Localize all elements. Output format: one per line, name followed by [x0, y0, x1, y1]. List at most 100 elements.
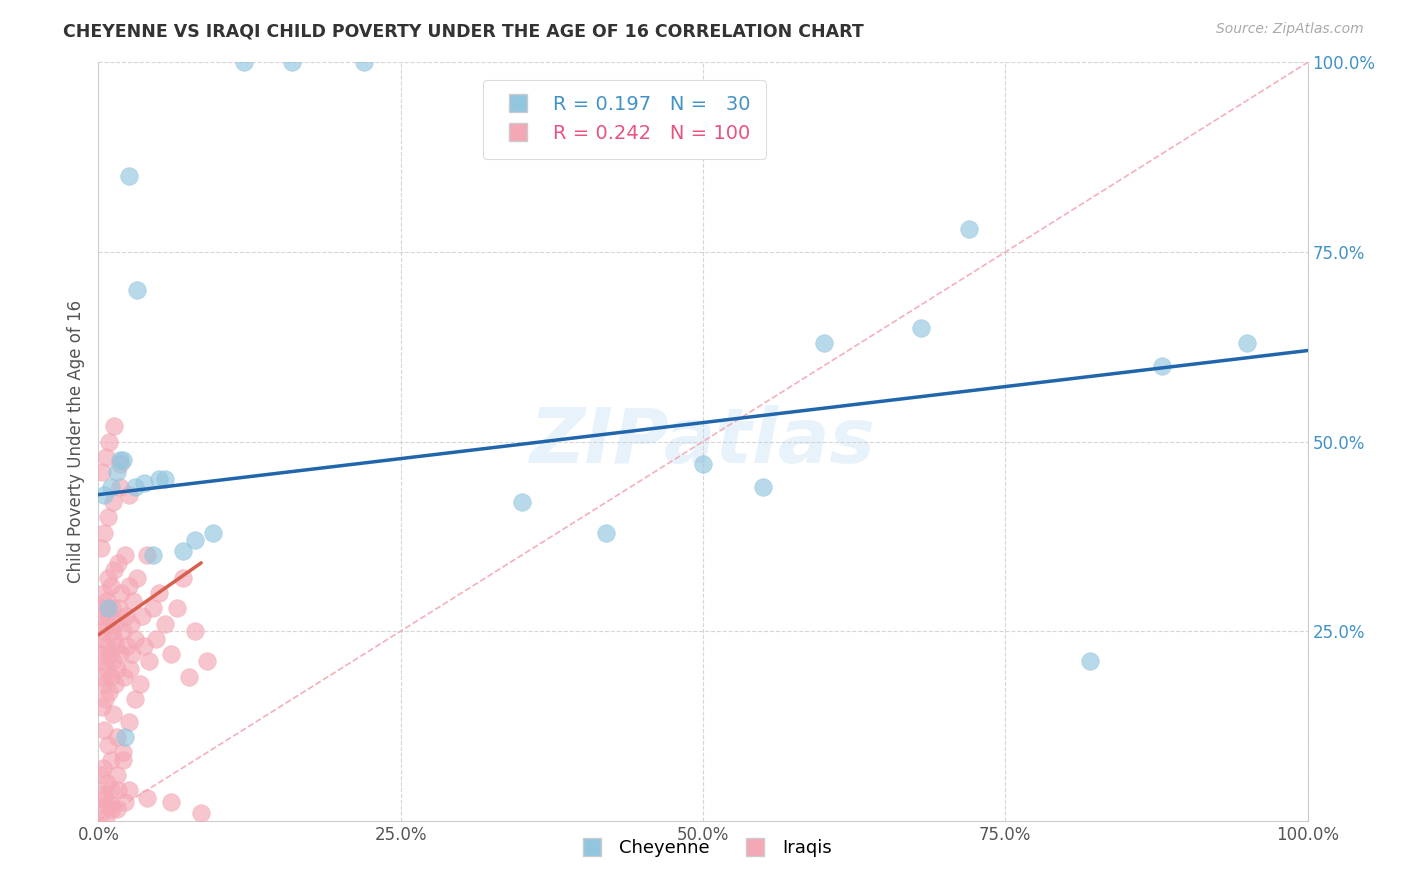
Point	[100, 783, 122, 797]
Point	[100, 802, 122, 816]
Point	[94, 810, 117, 824]
Point	[117, 639, 139, 653]
Point	[353, 55, 375, 70]
Point	[98, 608, 121, 623]
Point	[97, 601, 120, 615]
Point	[195, 655, 218, 669]
Point	[96, 776, 118, 790]
Point	[93, 487, 115, 501]
Point	[108, 457, 131, 471]
Point	[190, 806, 212, 821]
Point	[232, 55, 254, 70]
Point	[111, 746, 134, 760]
Point	[105, 768, 128, 782]
Text: CHEYENNE VS IRAQI CHILD POVERTY UNDER THE AGE OF 16 CORRELATION CHART: CHEYENNE VS IRAQI CHILD POVERTY UNDER TH…	[63, 22, 865, 40]
Point	[90, 541, 112, 555]
Point	[96, 639, 118, 653]
Point	[100, 753, 122, 767]
Point	[101, 495, 124, 509]
Point	[96, 594, 118, 608]
Point	[91, 787, 114, 801]
Point	[91, 655, 114, 669]
Point	[107, 783, 129, 797]
Y-axis label: Child Poverty Under the Age of 16: Child Poverty Under the Age of 16	[66, 300, 84, 583]
Point	[103, 564, 125, 578]
Point	[1078, 655, 1101, 669]
Point	[134, 476, 156, 491]
Point	[172, 544, 194, 558]
Point	[281, 55, 304, 70]
Point	[957, 222, 980, 236]
Point	[91, 760, 114, 774]
Point	[103, 419, 125, 434]
Point	[128, 677, 150, 691]
Point	[118, 783, 141, 797]
Point	[108, 453, 131, 467]
Point	[89, 632, 111, 646]
Legend: Cheyenne, Iraqis: Cheyenne, Iraqis	[567, 832, 839, 864]
Point	[112, 669, 135, 683]
Point	[111, 624, 134, 639]
Point	[101, 601, 124, 615]
Point	[89, 608, 111, 623]
Point	[100, 579, 122, 593]
Point	[145, 632, 167, 646]
Point	[160, 647, 183, 661]
Point	[1236, 335, 1258, 350]
Point	[111, 753, 134, 767]
Point	[118, 487, 141, 501]
Point	[142, 548, 165, 563]
Point	[114, 795, 136, 809]
Point	[93, 677, 115, 691]
Point	[153, 616, 176, 631]
Point	[813, 335, 835, 350]
Point	[90, 806, 112, 821]
Point	[135, 791, 157, 805]
Point	[90, 647, 112, 661]
Point	[94, 450, 117, 464]
Point	[94, 616, 117, 631]
Point	[96, 798, 118, 813]
Point	[127, 571, 149, 585]
Point	[105, 730, 128, 744]
Point	[105, 802, 128, 816]
Point	[105, 465, 128, 479]
Point	[100, 624, 122, 639]
Point	[93, 586, 115, 600]
Point	[91, 601, 114, 615]
Point	[120, 616, 142, 631]
Point	[114, 730, 136, 744]
Point	[148, 473, 170, 487]
Point	[148, 586, 170, 600]
Point	[202, 525, 225, 540]
Point	[101, 707, 124, 722]
Text: ZIPatlas: ZIPatlas	[530, 405, 876, 478]
Point	[135, 548, 157, 563]
Point	[94, 692, 117, 706]
Point	[98, 647, 121, 661]
Point	[595, 525, 617, 540]
Point	[91, 699, 114, 714]
Point	[184, 624, 207, 639]
Point	[100, 480, 122, 494]
Point	[172, 571, 194, 585]
Point	[91, 465, 114, 479]
Point	[138, 655, 160, 669]
Point	[97, 738, 120, 752]
Point	[114, 548, 136, 563]
Point	[93, 723, 115, 737]
Point	[752, 480, 775, 494]
Point	[108, 601, 131, 615]
Point	[118, 579, 141, 593]
Point	[131, 608, 153, 623]
Point	[105, 662, 128, 676]
Point	[101, 655, 124, 669]
Point	[97, 685, 120, 699]
Point	[107, 556, 129, 570]
Point	[108, 480, 131, 494]
Point	[179, 669, 201, 683]
Point	[91, 624, 114, 639]
Point	[115, 608, 138, 623]
Point	[90, 768, 112, 782]
Point	[122, 594, 145, 608]
